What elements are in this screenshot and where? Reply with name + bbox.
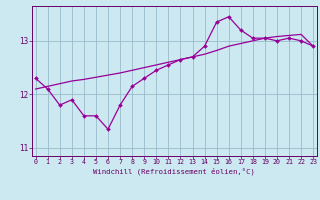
X-axis label: Windchill (Refroidissement éolien,°C): Windchill (Refroidissement éolien,°C) xyxy=(93,168,255,175)
